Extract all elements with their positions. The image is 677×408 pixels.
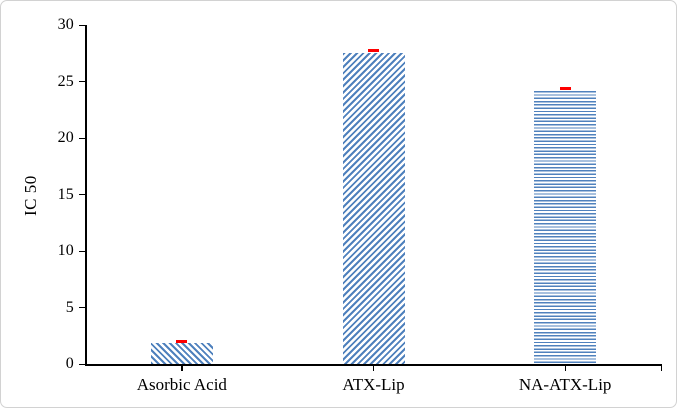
y-tick-label: 25 (57, 72, 74, 90)
bar-na-atx-lip (534, 90, 597, 364)
error-bar-cap (368, 48, 379, 52)
y-tick-label: 15 (57, 185, 74, 203)
bar-atx-lip (342, 53, 405, 364)
y-axis-tick (79, 307, 85, 309)
x-axis-line (85, 364, 662, 366)
y-axis-tick (79, 24, 85, 26)
y-axis-tick (79, 194, 85, 196)
x-axis-tick (660, 365, 662, 371)
y-axis-tick (79, 363, 85, 365)
x-axis-tick (373, 365, 375, 371)
error-bar-cap (176, 339, 188, 343)
y-tick-label: 5 (65, 298, 74, 316)
y-tick-label: 30 (57, 16, 74, 33)
x-category-label: ATX-Lip (342, 375, 405, 394)
y-axis-tick (79, 250, 85, 252)
error-bar-cap (559, 86, 571, 90)
y-axis-tick (79, 81, 85, 83)
x-axis-tick (564, 365, 566, 371)
y-axis-line (85, 25, 87, 364)
bar-asorbic-acid (150, 342, 213, 364)
y-axis-tick (79, 137, 85, 139)
x-category-label: NA-ATX-Lip (518, 375, 612, 394)
y-tick-label: 20 (57, 129, 74, 146)
x-axis-tick (181, 365, 183, 371)
x-category-label: Asorbic Acid (136, 375, 227, 394)
y-tick-label: 0 (65, 355, 74, 372)
y-tick-label: 10 (57, 242, 74, 259)
